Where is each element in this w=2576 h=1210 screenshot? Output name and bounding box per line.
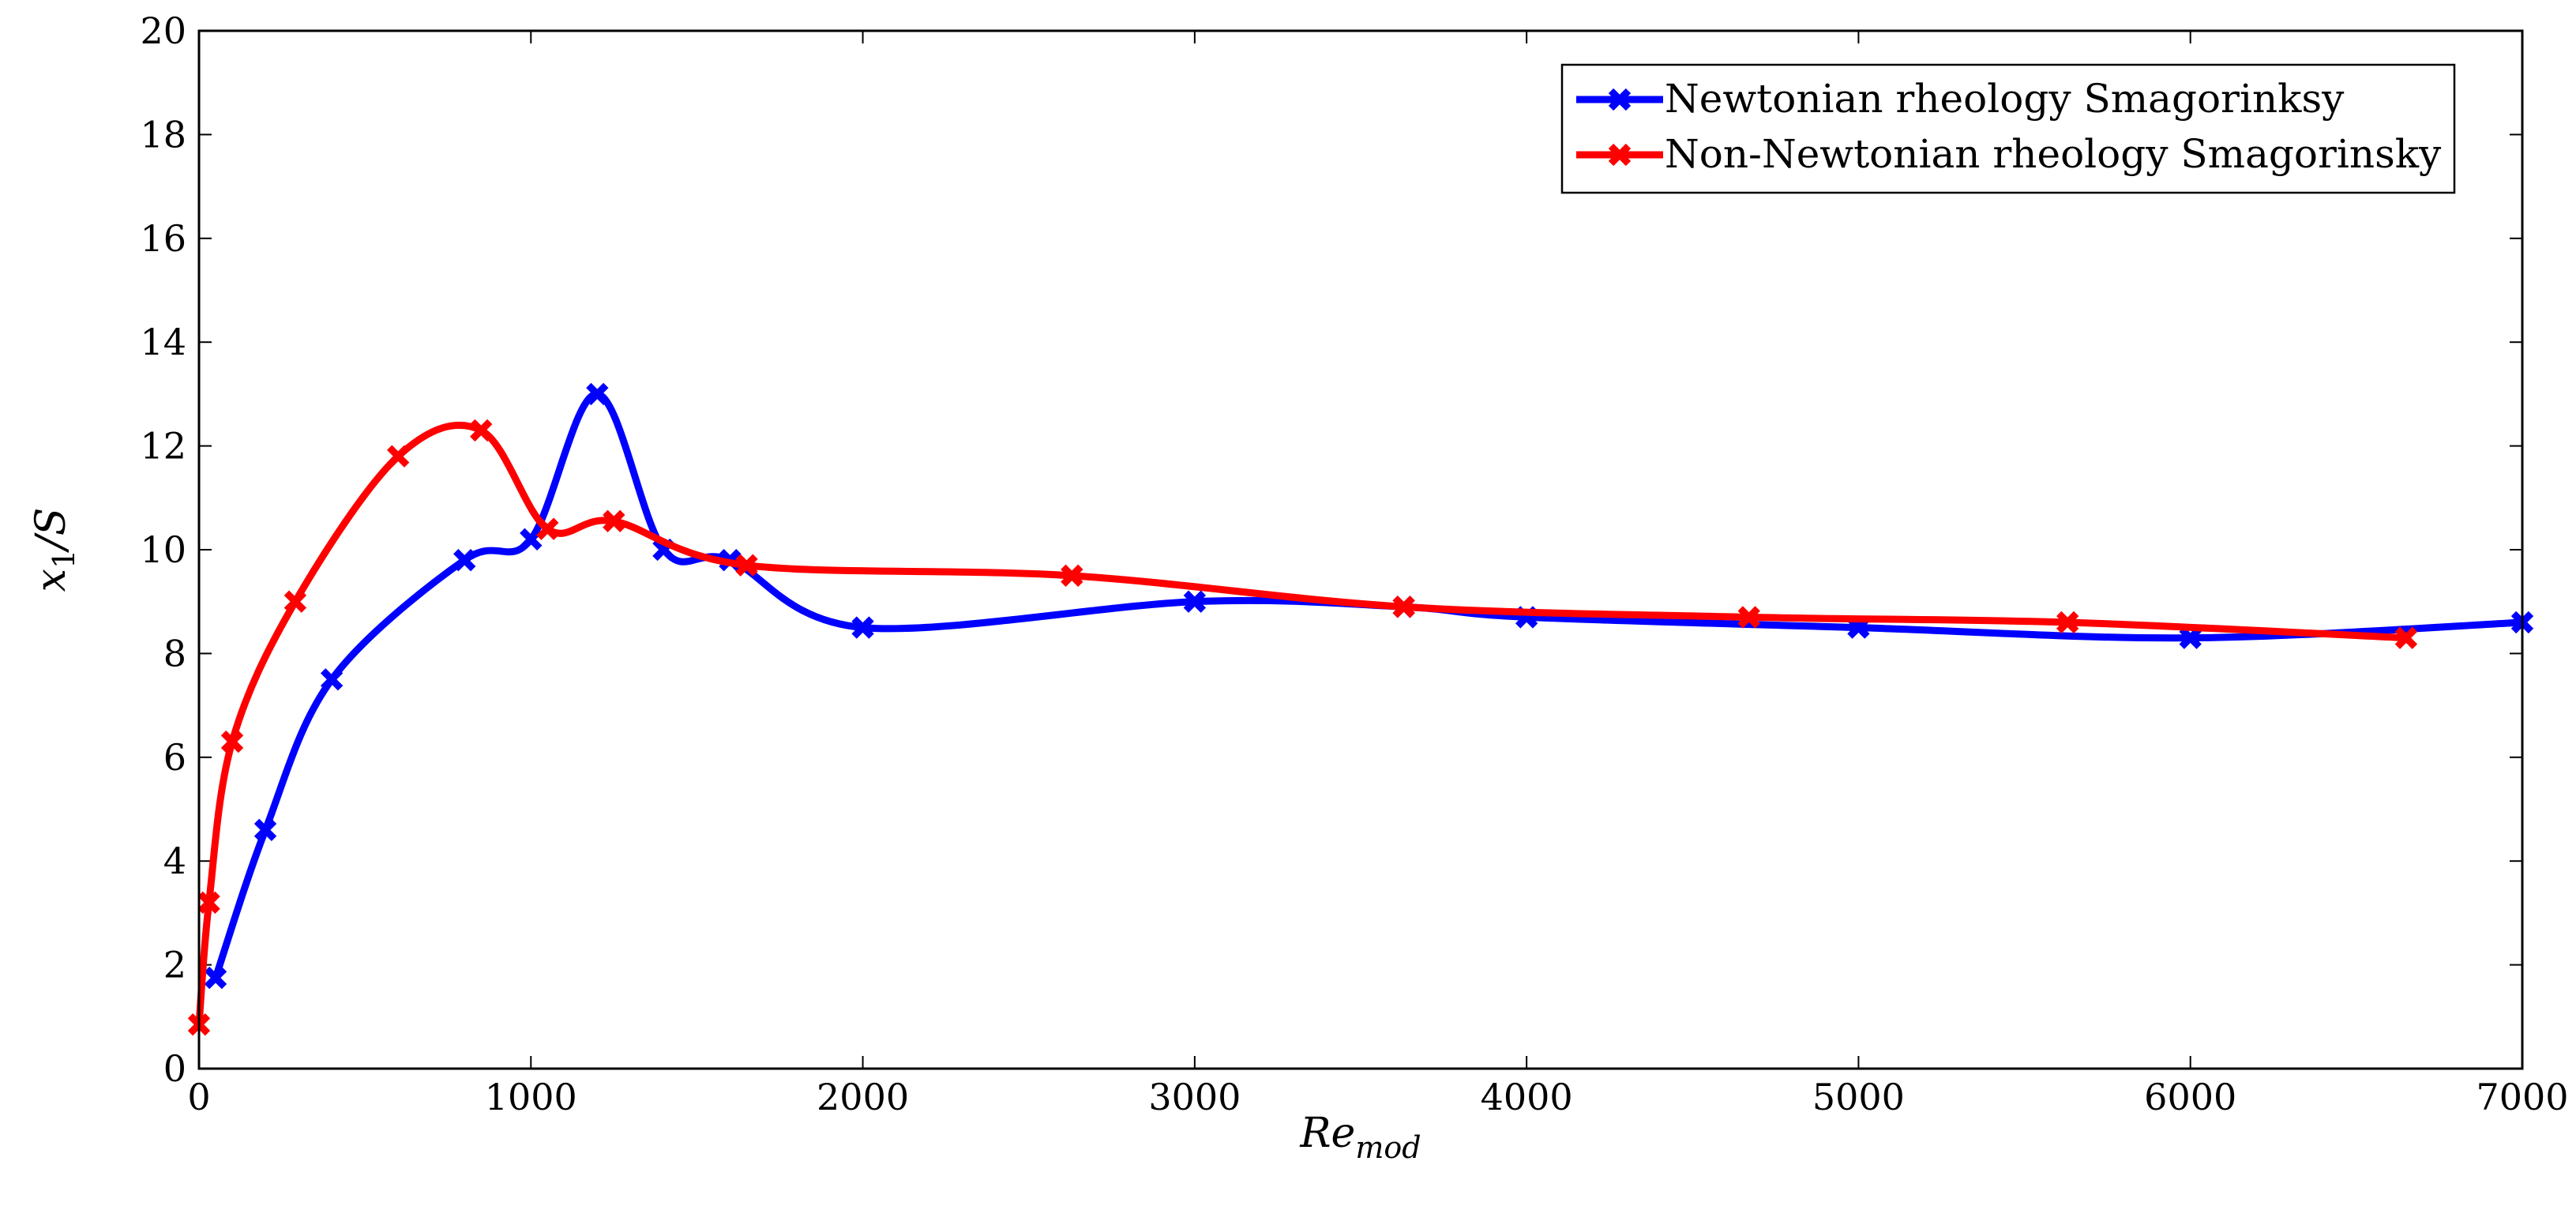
data-point-non-newtonian xyxy=(735,554,758,577)
data-point-newtonian xyxy=(453,548,476,572)
y-tick-label: 16 xyxy=(140,217,186,260)
legend-label-newtonian: Newtonian rheology Smagorinksy xyxy=(1665,76,2345,122)
x-axis-title-main: Re xyxy=(1299,1110,1355,1157)
plot-frame xyxy=(197,29,2524,1070)
y-tick-label: 2 xyxy=(163,944,186,986)
legend: Newtonian rheology Smagorinksy Non-Newto… xyxy=(1560,63,2456,194)
data-point-non-newtonian xyxy=(2056,611,2079,634)
legend-entry-non-newtonian: Non-Newtonian rheology Smagorinsky xyxy=(1576,131,2442,177)
data-point-non-newtonian xyxy=(1737,606,1760,629)
series-line-newtonian xyxy=(212,390,2526,982)
data-point-non-newtonian xyxy=(603,509,625,533)
legend-marker-non-newtonian xyxy=(1608,143,1632,167)
legend-label-non-newtonian: Non-Newtonian rheology Smagorinsky xyxy=(1665,131,2442,177)
data-point-newtonian xyxy=(320,668,344,691)
data-point-newtonian xyxy=(520,528,543,551)
y-tick-label: 8 xyxy=(163,632,186,675)
legend-box xyxy=(1560,63,2456,194)
y-tick-label: 0 xyxy=(163,1047,186,1090)
y-tick-label: 12 xyxy=(140,425,186,468)
x-tick-label: 6000 xyxy=(2144,1076,2236,1118)
y-axis-title-main: x xyxy=(28,569,75,592)
x-tick-label: 7000 xyxy=(2476,1076,2568,1118)
y-axis-title-sub: 1 xyxy=(47,550,81,569)
data-point-non-newtonian xyxy=(1061,564,1083,588)
data-point-newtonian xyxy=(1183,590,1207,613)
data-point-non-newtonian xyxy=(2394,626,2418,649)
x-tick-label: 2000 xyxy=(817,1076,909,1118)
y-axis-title: x1/S xyxy=(28,508,81,592)
data-point-non-newtonian xyxy=(197,891,220,914)
data-point-newtonian xyxy=(851,616,874,639)
legend-marker-newtonian xyxy=(1608,88,1632,111)
y-tick-label: 20 xyxy=(140,9,186,52)
data-point-newtonian xyxy=(253,818,277,841)
data-point-newtonian xyxy=(2179,626,2202,649)
data-point-newtonian xyxy=(204,966,227,990)
x-tick-label: 4000 xyxy=(1481,1076,1573,1118)
y-axis-title-tail: /S xyxy=(28,508,75,554)
y-tick-label: 18 xyxy=(140,113,186,156)
data-point-non-newtonian xyxy=(386,445,410,468)
x-tick-label: 3000 xyxy=(1148,1076,1241,1118)
y-tick-label: 14 xyxy=(140,321,186,363)
series-layer xyxy=(187,382,2534,1036)
data-point-non-newtonian xyxy=(284,590,307,613)
y-tick-label: 6 xyxy=(163,736,186,779)
data-point-non-newtonian xyxy=(1392,596,1415,618)
x-axis-title: Remod xyxy=(1299,1110,1421,1165)
series-line-non-newtonian xyxy=(195,421,2410,1028)
x-tick-label: 1000 xyxy=(485,1076,577,1118)
y-tick-label: 4 xyxy=(163,840,186,882)
data-point-non-newtonian xyxy=(536,517,559,540)
data-point-non-newtonian xyxy=(220,730,244,753)
x-tick-label: 0 xyxy=(187,1076,210,1118)
data-point-non-newtonian xyxy=(470,419,493,442)
ticks-layer: 0 1000 2000 3000 4000 5000 6000 7000 0 2 4 6 8 10 12 14… xyxy=(140,9,2568,1118)
x-tick-label: 5000 xyxy=(1812,1076,1905,1118)
data-point-newtonian xyxy=(586,382,609,406)
y-tick-label: 10 xyxy=(140,528,186,571)
x-axis-title-sub: mod xyxy=(1355,1130,1421,1165)
legend-entry-newtonian: Newtonian rheology Smagorinksy xyxy=(1576,76,2345,122)
